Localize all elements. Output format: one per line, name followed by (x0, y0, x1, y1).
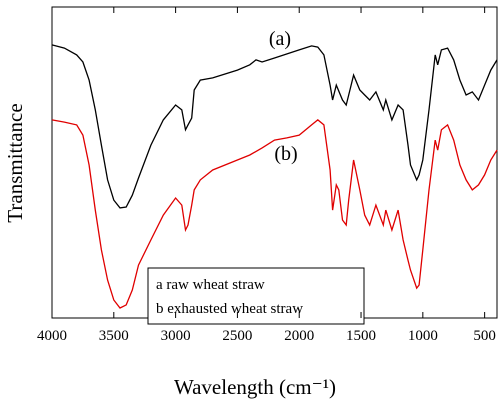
legend-box (147, 267, 365, 325)
x-axis-label: Wavelength (cm⁻¹) (174, 375, 336, 399)
x-tick-label: 1000 (408, 328, 438, 344)
x-tick-label: 2000 (284, 328, 314, 344)
x-tick-label: 500 (473, 328, 496, 344)
x-tick-label: 3500 (99, 328, 129, 344)
legend-entry: b exhausted wheat straw (156, 301, 303, 317)
annotation: (b) (274, 143, 297, 165)
legend-entry: a raw wheat straw (156, 277, 265, 293)
x-tick-label: 1500 (346, 328, 376, 344)
x-tick-label: 4000 (37, 328, 67, 344)
spectrum-line (51, 119, 498, 309)
x-tick-label: 3000 (161, 328, 191, 344)
annotation: (a) (269, 28, 291, 50)
spectrum-line (51, 44, 498, 209)
x-tick-label: 2500 (222, 328, 252, 344)
y-axis-label: Transmittance (3, 103, 27, 222)
